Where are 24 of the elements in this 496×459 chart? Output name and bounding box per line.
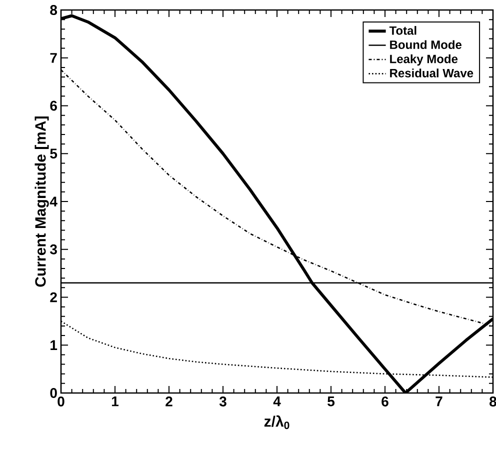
y-tick-label: 1 (50, 340, 58, 350)
x-tick-label: 5 (328, 396, 335, 406)
y-tick-label: 2 (50, 292, 57, 302)
y-tick-label: 4 (50, 196, 58, 206)
legend-label: Residual Wave (390, 68, 474, 78)
x-tick-label: 4 (273, 396, 281, 406)
y-tick-label: 6 (50, 100, 57, 111)
x-tick-label: 7 (436, 396, 442, 406)
x-tick-label: 1 (112, 396, 119, 406)
x-tick-label: 8 (490, 396, 496, 406)
y-axis-title: Current Magnitude [mA] (34, 116, 49, 287)
y-tick-label: 8 (50, 5, 58, 15)
legend-label: Bound Mode (390, 40, 462, 49)
y-tick-label: 7 (50, 53, 57, 63)
x-tick-label: 6 (382, 396, 388, 406)
x-tick-label: 0 (58, 396, 64, 406)
y-tick-label: 3 (50, 244, 57, 254)
x-tick-label: 3 (219, 396, 226, 406)
y-tick-label: 0 (50, 388, 57, 398)
x-tick-label: 2 (166, 396, 172, 406)
legend-label: Leaky Mode (390, 54, 458, 66)
legend-label: Total (389, 26, 416, 35)
x-axis-title: z/λ$_{0}$ (264, 415, 290, 430)
y-tick-label: 5 (50, 148, 58, 159)
